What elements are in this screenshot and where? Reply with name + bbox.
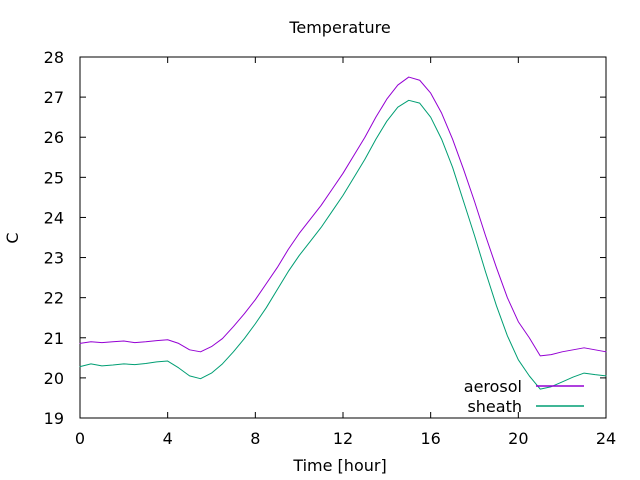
chart-title: Temperature: [288, 18, 390, 37]
x-tick-label: 16: [420, 429, 440, 448]
y-tick-label: 26: [44, 128, 64, 147]
plot-frame: [79, 56, 607, 419]
x-tick-label: 0: [75, 429, 85, 448]
x-tick-label: 4: [163, 429, 173, 448]
x-tick-label: 20: [508, 429, 528, 448]
y-tick-label: 22: [44, 289, 64, 308]
x-axis-label: Time [hour]: [292, 456, 386, 475]
y-tick-label: 20: [44, 369, 64, 388]
y-tick-label: 25: [44, 168, 64, 187]
x-tick-label: 12: [333, 429, 353, 448]
sheath-series-line: [79, 99, 607, 390]
series-group: [79, 76, 607, 390]
y-axis-label: C: [3, 232, 22, 243]
y-tick-label: 28: [44, 48, 64, 67]
y-tick-label: 19: [44, 409, 64, 428]
x-tick-label: 24: [596, 429, 616, 448]
x-tick-label: 8: [250, 429, 260, 448]
aerosol-series-line: [79, 76, 607, 357]
y-tick-label: 24: [44, 208, 64, 227]
y-tick-group: 19 20 21 22 23 24 25 26 27 28: [44, 48, 606, 428]
legend-label-sheath: sheath: [467, 397, 522, 416]
y-tick-label: 23: [44, 249, 64, 268]
y-tick-label: 27: [44, 88, 64, 107]
y-tick-label: 21: [44, 329, 64, 348]
x-tick-group: 0 4 8 12 16 20 24: [75, 57, 616, 448]
legend-label-aerosol: aerosol: [464, 377, 522, 396]
